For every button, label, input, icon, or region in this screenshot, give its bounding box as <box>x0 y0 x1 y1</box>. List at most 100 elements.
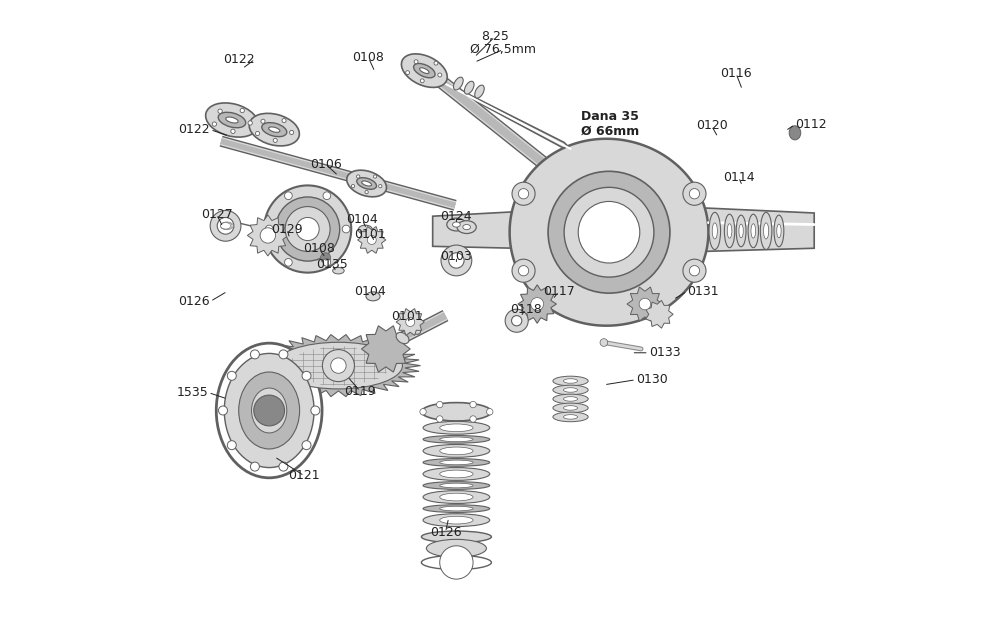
Circle shape <box>279 462 288 471</box>
Ellipse shape <box>287 346 390 385</box>
Circle shape <box>689 189 700 199</box>
Circle shape <box>285 207 330 251</box>
Polygon shape <box>433 212 516 248</box>
Ellipse shape <box>239 372 300 449</box>
Circle shape <box>323 258 331 266</box>
Ellipse shape <box>774 215 784 247</box>
Ellipse shape <box>366 292 380 301</box>
Circle shape <box>279 350 288 359</box>
Ellipse shape <box>423 459 490 466</box>
Ellipse shape <box>333 267 344 274</box>
Circle shape <box>227 372 236 381</box>
Polygon shape <box>396 308 424 336</box>
Text: 0120: 0120 <box>696 119 727 132</box>
Text: 0129: 0129 <box>271 223 303 236</box>
Circle shape <box>248 121 252 125</box>
Circle shape <box>406 317 415 327</box>
Polygon shape <box>358 227 386 253</box>
Ellipse shape <box>249 113 299 146</box>
Circle shape <box>212 122 217 126</box>
Ellipse shape <box>553 394 588 404</box>
Text: 0127: 0127 <box>201 208 232 221</box>
Ellipse shape <box>269 127 280 132</box>
Circle shape <box>470 401 476 408</box>
Ellipse shape <box>423 421 490 434</box>
Circle shape <box>285 258 292 266</box>
Ellipse shape <box>789 126 801 140</box>
Ellipse shape <box>760 213 772 249</box>
Circle shape <box>250 462 259 471</box>
Circle shape <box>290 130 294 135</box>
Text: 0118: 0118 <box>510 303 542 316</box>
Ellipse shape <box>553 376 588 386</box>
Ellipse shape <box>216 343 322 478</box>
Circle shape <box>548 171 670 293</box>
Ellipse shape <box>423 468 490 480</box>
Text: 0114: 0114 <box>723 171 754 184</box>
Text: 0122: 0122 <box>179 123 210 136</box>
Ellipse shape <box>453 222 460 227</box>
Circle shape <box>437 401 443 408</box>
Text: 0122: 0122 <box>223 53 255 66</box>
Text: 0101: 0101 <box>391 310 423 323</box>
Ellipse shape <box>423 435 490 443</box>
Circle shape <box>512 316 522 326</box>
Circle shape <box>406 71 410 75</box>
Circle shape <box>512 182 535 205</box>
Circle shape <box>217 218 234 234</box>
Polygon shape <box>510 138 708 326</box>
Circle shape <box>218 109 222 113</box>
Text: 0119: 0119 <box>344 384 376 398</box>
Circle shape <box>285 192 292 200</box>
Circle shape <box>434 61 438 65</box>
Circle shape <box>331 358 346 374</box>
Ellipse shape <box>347 170 387 197</box>
Text: 1535: 1535 <box>176 386 208 399</box>
Ellipse shape <box>423 491 490 504</box>
Polygon shape <box>646 300 673 328</box>
Circle shape <box>320 252 331 263</box>
Polygon shape <box>361 326 410 372</box>
Ellipse shape <box>426 540 486 557</box>
Circle shape <box>683 259 706 282</box>
Ellipse shape <box>447 218 466 231</box>
Text: 0112: 0112 <box>795 118 827 131</box>
Circle shape <box>420 408 426 415</box>
Text: 0135: 0135 <box>316 258 348 270</box>
Ellipse shape <box>764 223 769 239</box>
Circle shape <box>470 416 476 422</box>
Text: 0104: 0104 <box>355 285 386 298</box>
Circle shape <box>250 350 259 359</box>
Ellipse shape <box>420 68 429 73</box>
Circle shape <box>564 187 654 277</box>
Circle shape <box>438 73 442 77</box>
Circle shape <box>276 197 340 261</box>
Ellipse shape <box>440 483 473 488</box>
Polygon shape <box>256 334 420 397</box>
Circle shape <box>322 350 354 382</box>
Circle shape <box>531 298 544 310</box>
Text: 0101: 0101 <box>355 227 386 241</box>
Ellipse shape <box>396 332 409 344</box>
Text: 0124: 0124 <box>441 210 472 223</box>
Ellipse shape <box>709 213 721 249</box>
Text: 0106: 0106 <box>310 158 341 171</box>
Ellipse shape <box>421 402 491 421</box>
Circle shape <box>440 545 473 579</box>
Circle shape <box>518 189 529 199</box>
Ellipse shape <box>440 516 473 524</box>
Circle shape <box>323 192 331 200</box>
Circle shape <box>414 60 418 64</box>
Circle shape <box>357 175 360 178</box>
Ellipse shape <box>440 437 473 442</box>
Circle shape <box>219 406 227 415</box>
Text: 0108: 0108 <box>303 242 335 256</box>
Ellipse shape <box>423 505 490 513</box>
Text: 0130: 0130 <box>636 374 668 386</box>
Ellipse shape <box>440 470 473 478</box>
Ellipse shape <box>262 122 287 137</box>
Circle shape <box>420 79 424 82</box>
Ellipse shape <box>736 215 746 247</box>
Text: 0117: 0117 <box>543 285 575 298</box>
Ellipse shape <box>751 223 756 238</box>
